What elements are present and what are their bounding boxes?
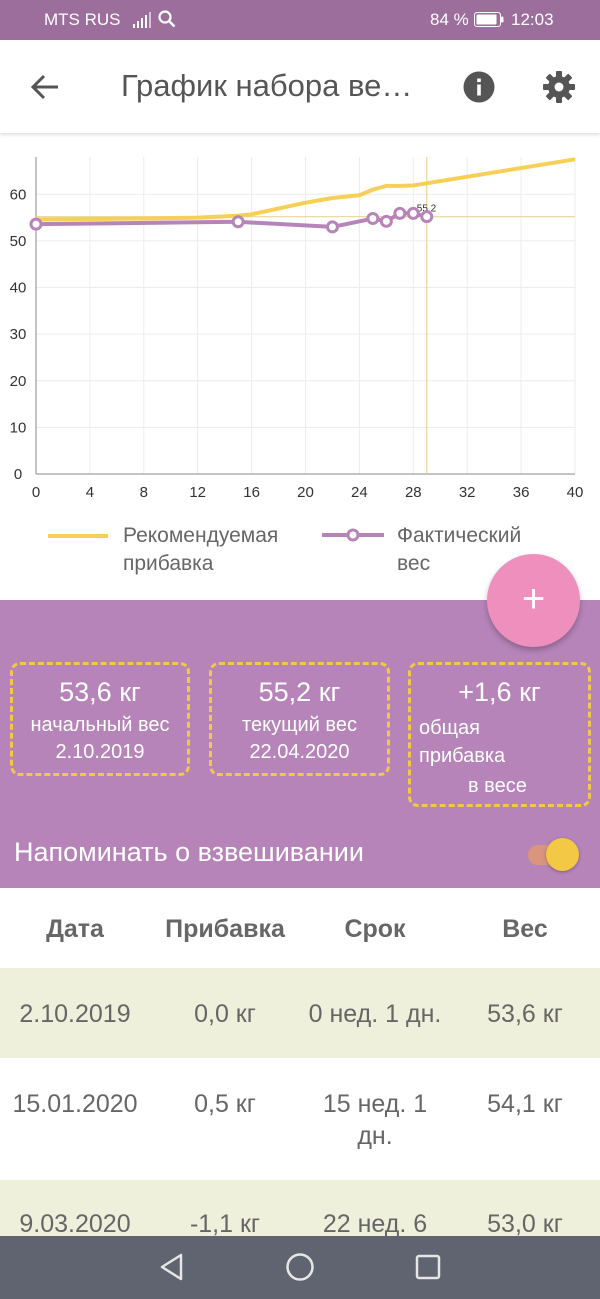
series-line-0 xyxy=(35,157,576,222)
nav-recents-icon[interactable] xyxy=(413,1252,443,1282)
x-tick-label: 40 xyxy=(567,484,584,501)
row-date: 2.10.2019 xyxy=(19,1000,131,1028)
chart-legend: Рекомендуемая прибавка Фактический вес xyxy=(0,520,600,590)
row-weight: 53,6 кг xyxy=(487,1000,563,1028)
x-tick-label: 12 xyxy=(189,484,206,501)
legend-swatch-actual xyxy=(322,528,384,542)
start-weight-date: 2.10.2019 xyxy=(55,741,145,763)
x-tick-label: 24 xyxy=(351,484,368,501)
y-tick-label: 60 xyxy=(10,186,27,203)
chart-crosshair: 55.2 xyxy=(36,157,575,474)
header-date: Дата xyxy=(46,915,104,943)
total-gain-label-2: в весе xyxy=(468,775,527,797)
data-point xyxy=(325,220,339,234)
legend-label-recommended: Рекомендуемая прибавка xyxy=(123,524,279,575)
row-term: 15 нед. 1 дн. xyxy=(322,1090,428,1150)
current-weight-value: 55,2 кг xyxy=(258,677,341,707)
chart-series xyxy=(29,157,576,234)
header-gain: Прибавка xyxy=(165,915,285,943)
current-weight-label: текущий вес xyxy=(242,714,357,736)
start-weight-card: 53,6 кг начальный вес 2.10.2019 xyxy=(10,662,190,776)
current-weight-card: 55,2 кг текущий вес 22.04.2020 xyxy=(209,662,390,776)
gear-icon[interactable] xyxy=(541,69,577,105)
x-tick-label: 28 xyxy=(405,484,422,501)
clock: 12:03 xyxy=(511,10,554,29)
total-gain-card: +1,6 кг общая прибавка в весе xyxy=(408,662,591,807)
start-weight-value: 53,6 кг xyxy=(59,677,141,707)
data-point xyxy=(29,217,43,231)
table-header: Дата Прибавка Срок Вес xyxy=(0,888,600,968)
add-weight-button[interactable]: + xyxy=(487,554,580,647)
info-icon[interactable] xyxy=(462,70,496,104)
x-tick-label: 4 xyxy=(86,484,94,501)
row-date: 15.01.2020 xyxy=(12,1090,138,1118)
weight-chart: 0 4 8 12 16 20 24 28 32 36 40 0 10 20 30 40 50 60 55.2 xyxy=(10,157,584,501)
reminder-toggle[interactable] xyxy=(528,838,580,871)
row-term: 0 нед. 1 дн. xyxy=(308,1000,442,1028)
y-tick-label: 50 xyxy=(10,233,27,250)
x-tick-label: 36 xyxy=(513,484,530,501)
header-weight: Вес xyxy=(502,915,548,943)
header-term: Срок xyxy=(344,915,406,943)
row-gain: 0,0 кг xyxy=(194,1000,256,1028)
data-point xyxy=(393,206,407,220)
data-point xyxy=(366,212,380,226)
data-point xyxy=(420,210,434,224)
battery-percent: 84 % xyxy=(430,10,469,29)
summary-panel: 53,6 кг начальный вес 2.10.2019 55,2 кг … xyxy=(0,600,600,888)
row-date: 9.03.2020 xyxy=(19,1210,131,1236)
table-row[interactable]: 15.01.2020 0,5 кг 15 нед. 1 дн. 54,1 кг xyxy=(0,1058,600,1180)
row-weight: 53,0 кг xyxy=(487,1210,563,1236)
x-tick-label: 0 xyxy=(32,484,40,501)
back-arrow-icon[interactable] xyxy=(28,70,62,104)
chart-tick-labels: 0 4 8 12 16 20 24 28 32 36 40 0 10 20 30 40 50 60 xyxy=(10,186,584,501)
start-weight-label: начальный вес xyxy=(30,714,170,736)
y-tick-label: 40 xyxy=(10,280,27,297)
nav-home-icon[interactable] xyxy=(285,1252,315,1282)
table-row[interactable]: 2.10.2019 0,0 кг 0 нед. 1 дн. 53,6 кг xyxy=(0,968,600,1058)
app-bar: График набора ве… xyxy=(0,40,600,133)
toggle-thumb xyxy=(546,838,579,871)
row-weight: 54,1 кг xyxy=(487,1090,563,1118)
battery-icon xyxy=(474,12,504,27)
data-point xyxy=(379,214,393,228)
legend-label-actual: Фактический вес xyxy=(397,524,522,575)
table-row[interactable]: 9.03.2020 -1,1 кг 22 нед. 6 53,0 кг xyxy=(0,1180,600,1236)
nav-back-icon[interactable] xyxy=(157,1252,187,1282)
y-tick-label: 20 xyxy=(10,373,27,390)
signal-icon xyxy=(133,12,151,28)
x-tick-label: 32 xyxy=(459,484,476,501)
page-title: График набора ве… xyxy=(121,68,413,103)
crosshair-value-label: 55.2 xyxy=(417,204,437,215)
current-weight-date: 22.04.2020 xyxy=(249,741,350,763)
carrier-name: MTS RUS xyxy=(44,10,121,29)
chart-axes xyxy=(35,157,575,475)
row-gain: -1,1 кг xyxy=(189,1210,261,1236)
data-point xyxy=(231,215,245,229)
x-tick-label: 8 xyxy=(140,484,148,501)
system-nav-bar xyxy=(0,1236,600,1299)
total-gain-value: +1,6 кг xyxy=(458,677,541,707)
x-tick-label: 20 xyxy=(297,484,314,501)
y-tick-label: 0 xyxy=(14,466,22,483)
legend-swatch-recommended xyxy=(48,534,108,538)
row-term: 22 нед. 6 xyxy=(322,1210,428,1236)
y-tick-label: 10 xyxy=(10,419,27,436)
status-bar: MTS RUS 84 % 12:03 xyxy=(0,0,600,40)
reminder-label: Напоминать о взвешивании xyxy=(14,837,364,867)
row-gain: 0,5 кг xyxy=(194,1090,256,1118)
x-tick-label: 16 xyxy=(243,484,260,501)
total-gain-label: общая прибавка xyxy=(419,717,506,767)
data-point xyxy=(406,206,420,220)
y-tick-label: 30 xyxy=(10,326,27,343)
search-icon xyxy=(158,10,176,28)
